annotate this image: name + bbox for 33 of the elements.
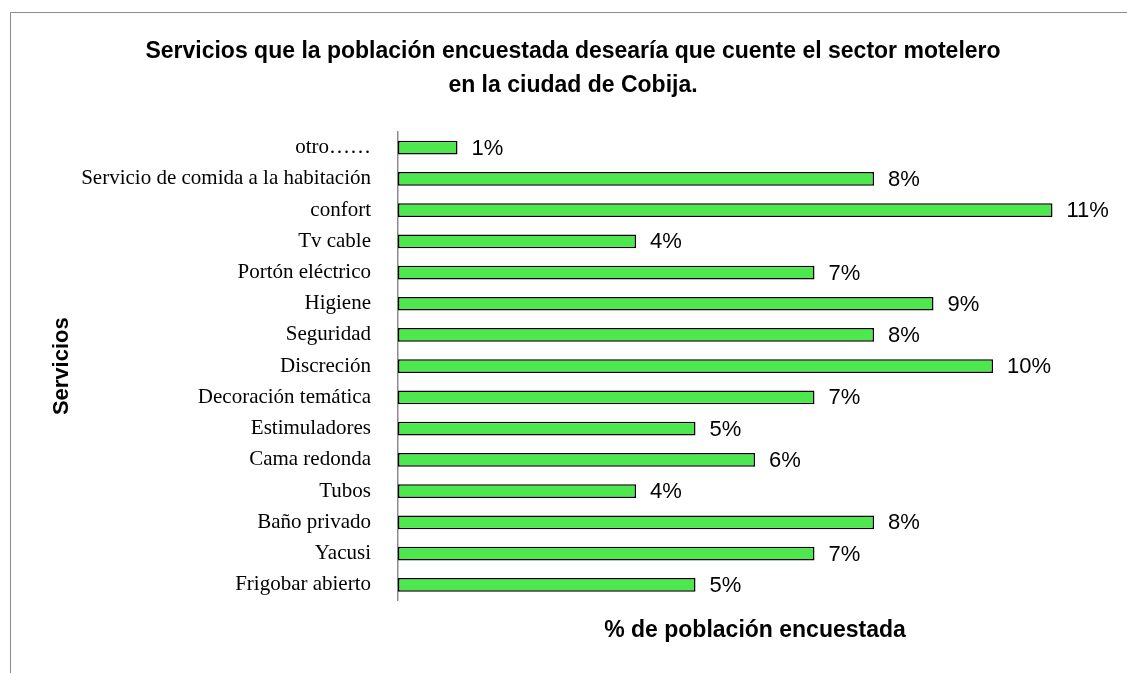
y-tick-label: Baño privado	[257, 508, 371, 533]
y-tick-label: Decoración temática	[197, 383, 372, 408]
y-tick-label: Frigobar abierto	[235, 571, 371, 596]
chart-title: Servicios que la población encuestada desearía que cuente el sector motelero en la ciudad de Cobija.	[144, 36, 1002, 99]
y-tick-label: Higiene	[304, 290, 371, 315]
x-axis-title: % de población encuestada	[604, 615, 907, 642]
y-tick-label: Discreción	[280, 352, 372, 377]
data-label: 7%	[828, 540, 861, 566]
data-label: 8%	[888, 165, 920, 191]
y-tick-label: Yacusi	[314, 540, 372, 565]
data-label: 4%	[650, 478, 682, 504]
data-label: 5%	[709, 415, 742, 441]
data-label: 10%	[1007, 353, 1052, 379]
data-label: 7%	[828, 259, 861, 285]
data-label: 8%	[888, 509, 920, 535]
y-tick-label: Servicio de comida a la habitación	[81, 165, 372, 190]
data-label: 1%	[471, 134, 504, 160]
y-tick-label: Cama redonda	[249, 446, 372, 471]
y-tick-label: Tv cable	[298, 227, 371, 252]
data-label: 9%	[947, 290, 980, 316]
y-tick-label: Tubos	[319, 477, 371, 502]
y-tick-label: Portón eléctrico	[237, 259, 371, 284]
y-tick-label: confort	[310, 196, 372, 221]
data-label: 11%	[1066, 197, 1109, 223]
data-label: 8%	[888, 322, 920, 348]
data-label: 6%	[769, 446, 801, 472]
y-tick-label: otro……	[295, 134, 371, 159]
y-tick-label: Seguridad	[285, 321, 372, 346]
y-axis-title: Servicios	[48, 317, 74, 416]
y-tick-label: Estimuladores	[250, 415, 371, 440]
data-label: 7%	[828, 384, 861, 410]
data-label: 5%	[709, 571, 742, 597]
data-label: 4%	[650, 228, 682, 254]
